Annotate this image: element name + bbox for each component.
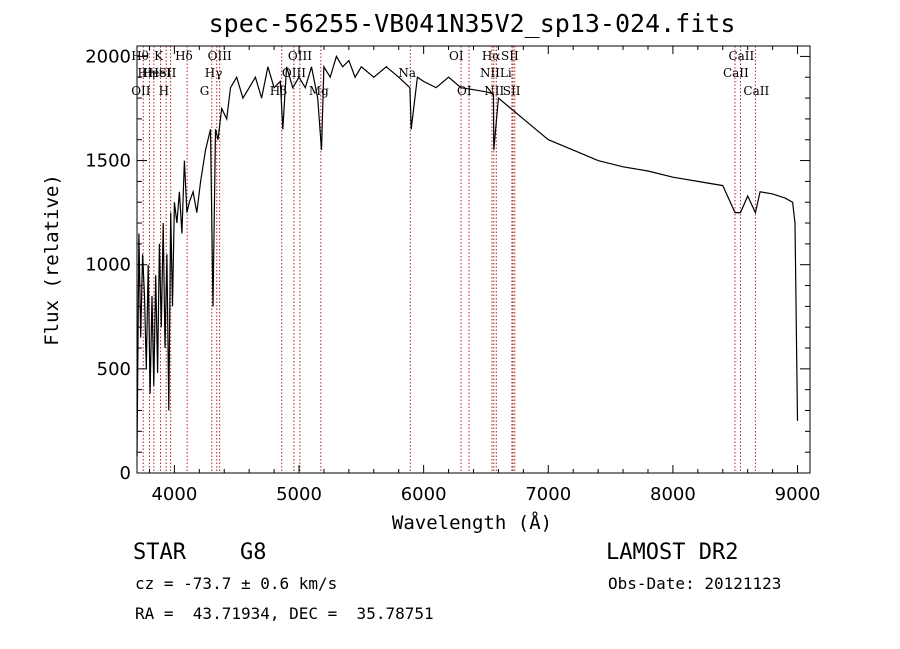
x-tick-label: 6000 [401, 484, 447, 505]
x-axis-label: Wavelength (Å) [392, 511, 552, 534]
line-marker-label: Li [500, 66, 512, 80]
x-tick-label: 7000 [525, 484, 571, 505]
line-marker-label: SII [501, 49, 519, 63]
y-tick-label: 500 [97, 359, 131, 380]
line-marker-label: SII [159, 66, 177, 80]
line-marker-label: SII [503, 84, 521, 98]
x-tick-label: 9000 [775, 484, 821, 505]
line-marker-label: Hδ [175, 49, 193, 63]
line-marker-label: Hη [137, 66, 155, 80]
x-tick-label: 4000 [151, 484, 197, 505]
y-tick-label: 2000 [85, 46, 131, 67]
object-class: STAR [133, 540, 186, 565]
x-tick-label: 5000 [276, 484, 322, 505]
line-marker-label: H [159, 84, 169, 98]
line-marker-label: NII [480, 66, 500, 80]
line-marker-label: CaII [723, 66, 749, 80]
line-marker-label: Hγ [205, 66, 223, 80]
survey-name: LAMOST DR2 [606, 540, 739, 565]
y-tick-label: 1500 [85, 151, 131, 172]
line-marker-label: OII [131, 84, 151, 98]
line-marker-label: Mg [309, 84, 329, 98]
line-marker-label: K [154, 49, 164, 63]
line-marker-label: CaII [728, 49, 754, 63]
line-marker-label: OIII [288, 49, 312, 63]
obs-date-text: Obs-Date: 20121123 [608, 574, 782, 593]
x-tick-label: 8000 [650, 484, 696, 505]
line-marker-label: CaII [743, 84, 769, 98]
line-marker-label: G [200, 84, 210, 98]
line-marker-label: HeI [149, 66, 172, 80]
x-axis-ticks: 4000 5000 6000 7000 8000 9000 [148, 46, 821, 505]
y-tick-label: 1000 [85, 255, 131, 276]
spectrum-line [136, 54, 799, 457]
y-axis-label: Flux (relative) [41, 174, 63, 346]
plot-frame [136, 45, 811, 474]
line-marker-label: He [142, 66, 160, 80]
subclass: G8 [240, 540, 267, 565]
y-axis-ticks: 0 500 1000 1500 2000 [85, 46, 810, 484]
line-marker-label: OIII [208, 49, 232, 63]
redshift-text: cz = -73.7 ± 0.6 km/s [135, 574, 338, 593]
line-marker-label: OI [449, 49, 464, 63]
line-marker-label: Na [398, 66, 416, 80]
spectral-line-markers [142, 46, 756, 473]
spectral-line-labels: HθOIIHηHeHeIKSIIHHδGHγOIIIHβOIIIOIIIMgNa… [131, 49, 769, 98]
chart-title: spec-56255-VB041N35V2_sp13-024.fits [209, 9, 736, 38]
line-marker-label: NII [484, 84, 504, 98]
line-marker-label: Hα [482, 49, 501, 63]
y-tick-label: 0 [120, 463, 131, 484]
coords-text: RA = 43.71934, DEC = 35.78751 [135, 604, 434, 623]
